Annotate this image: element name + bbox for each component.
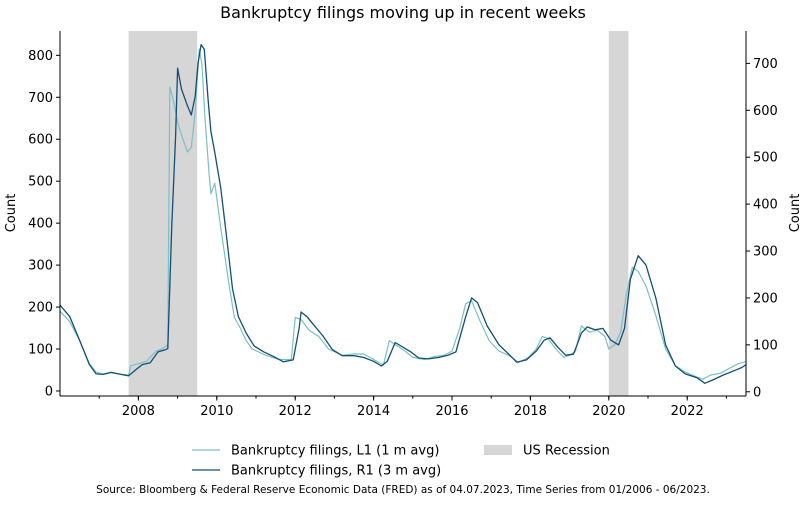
right-tick-label: 0 — [753, 385, 761, 400]
left-tick-label: 100 — [28, 343, 53, 358]
x-tick-label: 2016 — [435, 404, 468, 419]
right-tick-label: 100 — [753, 338, 778, 353]
right-tick-label: 600 — [753, 104, 778, 119]
x-tick-label: 2022 — [671, 404, 704, 419]
left-tick-label: 600 — [28, 133, 53, 148]
left-axis-label: Count — [4, 194, 19, 233]
left-tick-label: 800 — [28, 49, 53, 64]
right-tick-label: 200 — [753, 291, 778, 306]
x-tick-label: 2010 — [200, 404, 233, 419]
right-tick-label: 500 — [753, 151, 778, 166]
x-tick-label: 2014 — [357, 404, 390, 419]
series-lines — [59, 43, 747, 384]
recession-band-1 — [128, 31, 198, 396]
left-tick-label: 0 — [45, 384, 53, 399]
x-tick-label: 2018 — [514, 404, 547, 419]
legend-label-2: Bankruptcy filings, R1 (3 m avg) — [231, 464, 441, 479]
x-tick-label: 2008 — [122, 404, 155, 419]
recession-bands — [128, 31, 629, 396]
legend-label-1: Bankruptcy filings, L1 (1 m avg) — [231, 444, 439, 459]
left-tick-label: 400 — [28, 217, 53, 232]
chart-title: Bankruptcy filings moving up in recent w… — [220, 3, 586, 22]
left-tick-label: 300 — [28, 259, 53, 274]
x-tick-label: 2020 — [592, 404, 625, 419]
left-tick-label: 200 — [28, 301, 53, 316]
legend: Bankruptcy filings, L1 (1 m avg) Bankrupt… — [192, 444, 610, 479]
right-tick-label: 300 — [753, 245, 778, 260]
axes: 0 100 200 300 400 500 600 700 800 0 100 200 300 400 50… — [28, 31, 778, 419]
recession-band-2 — [608, 31, 629, 396]
right-axis-label: Count — [788, 194, 803, 233]
left-tick-label: 500 — [28, 175, 53, 190]
legend-label-3: US Recession — [523, 444, 610, 459]
series-line-r1 — [59, 43, 747, 384]
right-tick-label: 700 — [753, 57, 778, 72]
source-note: Source: Bloomberg & Federal Reserve Econ… — [96, 484, 710, 496]
x-tick-label: 2012 — [279, 404, 312, 419]
legend-swatch-3 — [484, 445, 512, 455]
left-tick-label: 700 — [28, 91, 53, 106]
right-tick-label: 400 — [753, 198, 778, 213]
